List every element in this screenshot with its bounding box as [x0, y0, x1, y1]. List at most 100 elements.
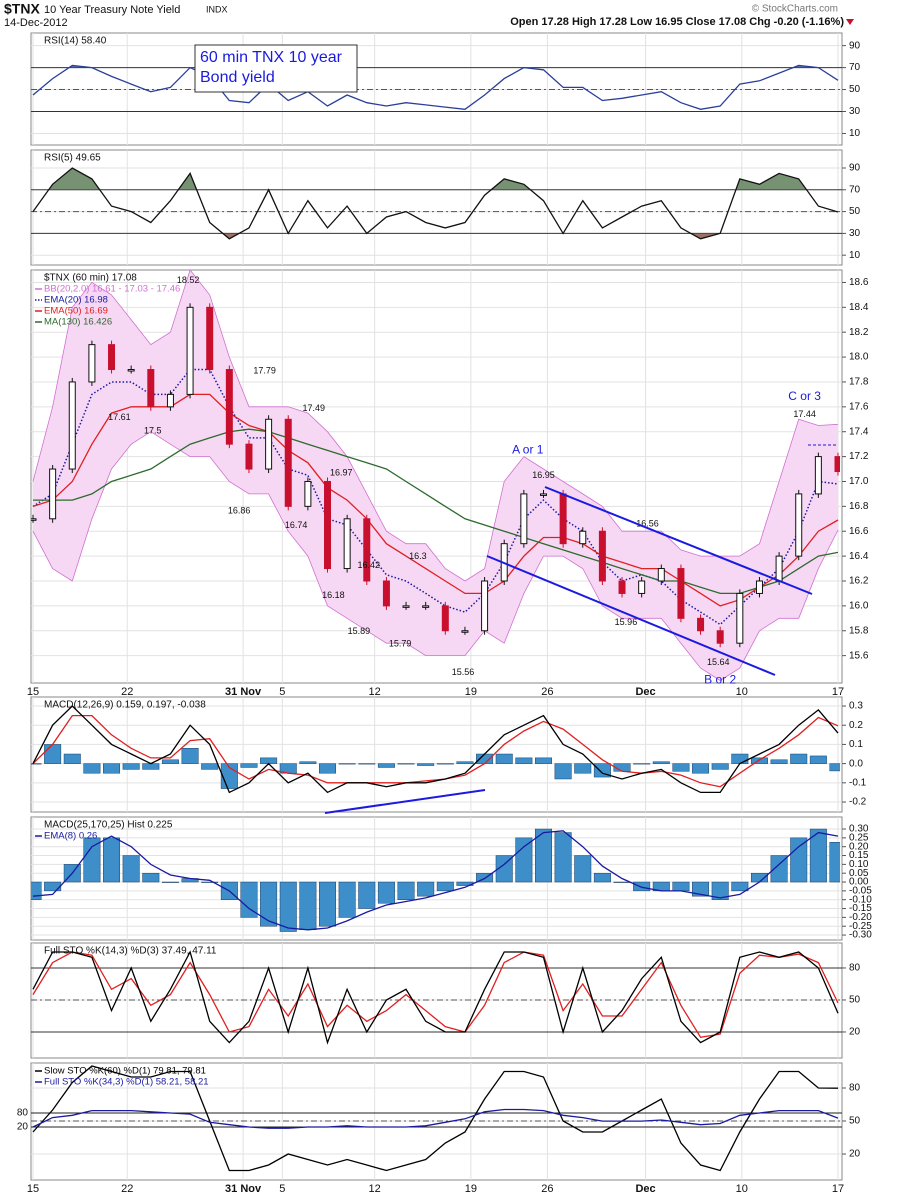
- exchange: INDX: [206, 4, 228, 14]
- panel-title: $TNX (60 min) 17.08: [44, 273, 137, 284]
- x-tick-label: 15: [27, 686, 39, 698]
- bar: [31, 881, 42, 900]
- bar: [417, 763, 435, 766]
- candle: [736, 592, 744, 644]
- bar: [790, 753, 808, 764]
- bar: [83, 763, 101, 774]
- candle: [88, 344, 96, 383]
- candle: [343, 518, 351, 570]
- wave-label: C or 3: [788, 389, 821, 403]
- x-tick-label: 10: [736, 1183, 748, 1195]
- candle: [402, 605, 410, 608]
- bar: [358, 763, 376, 765]
- bar: [181, 748, 199, 764]
- candle: [677, 568, 685, 619]
- x-tick-label: 19: [465, 686, 477, 698]
- y-tick-label: 0.1: [849, 739, 863, 750]
- y-tick-label: 70: [849, 184, 861, 195]
- y-tick-label: 0.00: [849, 877, 869, 888]
- bar: [44, 881, 62, 892]
- y-tick-label: 0.20: [849, 841, 869, 852]
- plot: [32, 950, 839, 1045]
- bar: [613, 881, 631, 883]
- y-tick-label: -0.25: [849, 921, 872, 932]
- annotations: 60 min TNX 10 year Bond yield: [194, 44, 838, 814]
- candle: [31, 518, 37, 521]
- y-tick-label: -0.15: [849, 903, 872, 914]
- x-tick-label: 26: [541, 686, 553, 698]
- note-text: 60 min TNX 10 year: [200, 49, 343, 66]
- y-tick-label: 90: [849, 40, 861, 51]
- bar: [652, 761, 670, 764]
- candle: [559, 493, 567, 545]
- bar: [377, 881, 395, 904]
- bar: [515, 757, 533, 764]
- channel-line: [544, 486, 813, 595]
- y-tick-label: 80: [849, 1083, 861, 1094]
- point-label: 16.18: [322, 590, 345, 600]
- trend-line: [324, 789, 486, 814]
- bar: [299, 881, 317, 931]
- y-tick-label: 15.8: [849, 625, 869, 636]
- bar: [554, 832, 572, 883]
- band-fill: [33, 270, 838, 681]
- candle: [795, 493, 803, 557]
- point-label: 18.52: [177, 275, 200, 285]
- candle: [539, 493, 547, 496]
- bar: [122, 763, 140, 770]
- series-line: [32, 714, 839, 788]
- panel: [30, 696, 843, 813]
- note-box: [194, 44, 358, 93]
- candle: [186, 306, 194, 395]
- y-tick-label: 18.4: [849, 302, 869, 313]
- candle: [579, 530, 587, 545]
- bar: [377, 763, 395, 768]
- x-tick-label: 10: [736, 686, 748, 698]
- y-tick-label: 0.10: [849, 859, 869, 870]
- point-label: 17.79: [253, 366, 276, 376]
- bar: [515, 837, 533, 883]
- candle: [225, 369, 233, 445]
- plot: [31, 270, 840, 681]
- candle: [382, 580, 390, 607]
- x-tick-label: Dec: [635, 1183, 655, 1195]
- y-tick-label: -0.20: [849, 912, 872, 923]
- bar: [574, 855, 592, 883]
- bar: [770, 855, 788, 883]
- y-tick-label: 16.0: [849, 601, 869, 612]
- bar: [201, 763, 219, 770]
- bar: [358, 881, 376, 909]
- y-tick-label: 0.15: [849, 850, 869, 861]
- candle: [716, 630, 724, 644]
- y-tick-label: 80: [849, 963, 861, 974]
- bar: [436, 763, 454, 765]
- candle: [68, 381, 76, 470]
- bar: [142, 872, 160, 883]
- point-label: 15.79: [389, 638, 412, 648]
- y-tick-label: 18.0: [849, 352, 869, 363]
- symbol: $TNX: [4, 1, 40, 17]
- y-tick-label: 10: [849, 128, 861, 139]
- candle: [775, 555, 783, 582]
- down-arrow: [846, 19, 854, 25]
- candle: [481, 580, 489, 632]
- series-line: [32, 1065, 839, 1172]
- bar: [161, 759, 179, 764]
- y-tick-label: 16.2: [849, 576, 869, 587]
- point-label: 16.97: [330, 468, 353, 478]
- bar: [809, 755, 827, 764]
- legend-label: BB(20,2.0) 16.61 - 17.03 - 17.46: [44, 284, 180, 295]
- candle: [108, 344, 116, 371]
- bar: [574, 763, 592, 774]
- panel-title: MACD(12,26,9) 0.159, 0.197, -0.038: [44, 700, 206, 711]
- y-tick-label: 50: [849, 995, 861, 1006]
- x-tick-label: 22: [121, 686, 133, 698]
- y-tick-label: 20: [849, 1149, 861, 1160]
- series-line: [32, 830, 839, 931]
- y-tick-label: 50: [849, 206, 861, 217]
- bar: [495, 753, 513, 764]
- bar: [829, 763, 840, 772]
- source: © StockCharts.com: [752, 4, 838, 15]
- bar: [711, 881, 729, 900]
- wave-label: A or 1: [512, 443, 544, 457]
